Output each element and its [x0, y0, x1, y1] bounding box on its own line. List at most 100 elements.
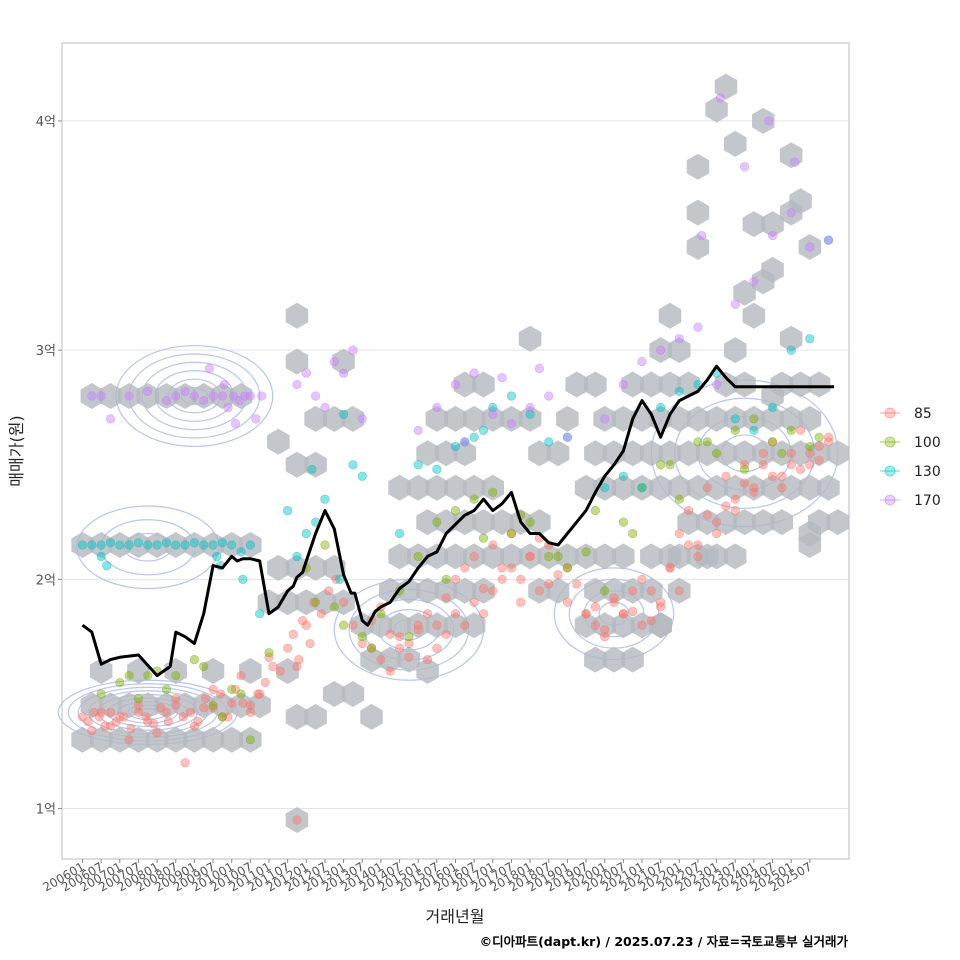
- data-point-85: [693, 540, 703, 550]
- hex-cell: [686, 405, 710, 432]
- data-point-85: [786, 448, 796, 458]
- data-point-170: [219, 379, 229, 390]
- data-point-170: [497, 373, 507, 383]
- hex-cell: [584, 440, 607, 467]
- hex-cell: [304, 703, 327, 730]
- data-point-85: [730, 494, 740, 504]
- hex-cell: [99, 383, 122, 409]
- hex-cell: [528, 577, 551, 604]
- legend-key-point: [884, 407, 896, 419]
- hex-cell: [612, 474, 635, 501]
- data-point-100: [320, 540, 330, 550]
- hex-cell: [127, 532, 150, 558]
- hex-cell: [117, 383, 141, 409]
- data-point-130: [432, 464, 442, 474]
- data-point-85: [805, 448, 815, 458]
- data-point-85: [786, 460, 796, 470]
- data-point-130: [320, 494, 330, 504]
- hex-cell: [649, 337, 672, 364]
- hex-cell: [686, 199, 710, 226]
- hex-cell: [472, 371, 495, 398]
- hex-cell: [714, 371, 738, 398]
- data-point-170: [292, 379, 302, 390]
- trend-line-layer: [81, 364, 835, 678]
- hex-cell: [556, 543, 579, 570]
- legend-key-point: [884, 494, 896, 506]
- hex-cell: [696, 509, 719, 536]
- hex-cell: [789, 371, 812, 398]
- hex-cell: [770, 440, 794, 467]
- data-point-100: [618, 517, 628, 527]
- hex-cell: [416, 658, 439, 684]
- hex-cell: [779, 474, 803, 501]
- hex-cell: [668, 474, 691, 501]
- data-point-85: [348, 620, 358, 630]
- data-point-130: [161, 538, 172, 548]
- hex-cell: [798, 520, 822, 547]
- hex-cell: [602, 440, 626, 467]
- data-point-85: [590, 602, 600, 612]
- data-point-85: [702, 510, 712, 520]
- data-point-100: [329, 602, 339, 612]
- data-point-85: [674, 586, 684, 596]
- hex-cell: [696, 440, 719, 467]
- x-axis: 2006012006072007012007072008012008072009…: [40, 859, 814, 895]
- hex-cell: [285, 451, 309, 478]
- data-point-130: [105, 538, 116, 548]
- hex-cell: [453, 440, 477, 467]
- data-point-85: [618, 609, 628, 619]
- data-point-85: [665, 563, 675, 573]
- data-point-170: [618, 379, 628, 390]
- data-point-85: [215, 689, 226, 699]
- data-point-100: [450, 505, 461, 516]
- hex-cell: [817, 474, 840, 501]
- hex-cell: [724, 543, 747, 570]
- hex-cell: [761, 405, 784, 432]
- data-point-100: [133, 693, 144, 704]
- hex-cell: [304, 554, 327, 581]
- data-point-170: [764, 116, 774, 126]
- data-point-100: [656, 460, 666, 470]
- hex-cell: [770, 509, 794, 536]
- data-point-170: [180, 386, 190, 397]
- hex-cell: [360, 703, 383, 730]
- data-point-130: [208, 540, 218, 550]
- data-point-170: [217, 391, 227, 401]
- data-point-85: [180, 758, 190, 768]
- data-point-100: [562, 563, 572, 573]
- data-point-130: [96, 551, 106, 562]
- hex-cell: [183, 726, 206, 753]
- hex-cell: [80, 692, 104, 719]
- data-point-100: [199, 661, 209, 672]
- data-point-170: [562, 432, 572, 442]
- data-point-85: [171, 693, 181, 704]
- data-point-130: [730, 414, 740, 424]
- hex-cell: [724, 130, 747, 157]
- data-point-100: [376, 609, 386, 619]
- data-point-85: [115, 712, 125, 722]
- data-point-170: [339, 368, 349, 378]
- data-point-85: [186, 707, 196, 717]
- data-point-85: [394, 643, 405, 653]
- data-point-100: [236, 689, 246, 699]
- hex-cell: [201, 726, 225, 753]
- data-point-130: [217, 538, 227, 548]
- data-point-85: [331, 574, 341, 584]
- hex-cell: [705, 405, 728, 432]
- hex-cell: [211, 383, 234, 409]
- data-point-130: [115, 540, 125, 550]
- hex-cell: [733, 279, 756, 306]
- data-point-100: [786, 425, 796, 435]
- data-point-85: [711, 528, 722, 539]
- hex-cell: [640, 577, 663, 604]
- data-point-85: [100, 721, 110, 731]
- data-point-85: [600, 632, 610, 642]
- data-point-130: [227, 540, 237, 550]
- data-point-85: [376, 654, 386, 665]
- data-point-100: [478, 533, 489, 543]
- data-point-85: [814, 455, 824, 465]
- data-point-100: [441, 574, 451, 584]
- data-point-85: [441, 593, 451, 603]
- hex-cell: [612, 612, 635, 639]
- legend-item: 85: [880, 406, 932, 422]
